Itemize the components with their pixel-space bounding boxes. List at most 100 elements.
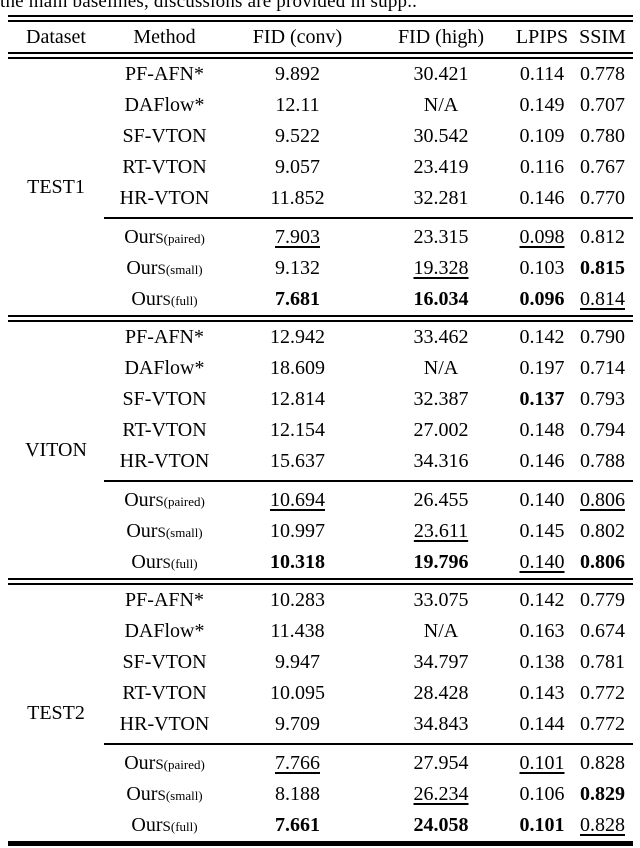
metric-value: 0.140 [519,489,565,511]
metric-value: 23.315 [413,226,469,248]
cell-lpips: 0.116 [512,156,572,179]
cell-method: OurS(full) [131,814,198,836]
metric-value: N/A [423,620,459,642]
cell-method: HR-VTON [119,187,210,209]
cell-fid-conv: 7.766 [225,752,370,775]
cell-fid-conv: 18.609 [225,357,370,380]
cell-fid-high: 23.611 [370,520,512,543]
table-row: OurS(paired) 7.903 23.315 0.098 0.812 [104,222,633,253]
table-row: RT-VTON 12.154 27.002 0.148 0.794 [104,415,633,446]
metric-value: 0.829 [580,783,625,805]
metric-value: 9.892 [275,63,320,85]
cell-ssim: 0.767 [572,156,633,179]
metric-value: 0.772 [580,682,625,704]
cell-method: DAFlow* [124,94,205,116]
cell-fid-high: 28.428 [370,682,512,705]
metric-value: 0.096 [519,288,565,310]
metric-value: 9.057 [275,156,320,178]
table-row: OurS(paired) 7.766 27.954 0.101 0.828 [104,748,633,779]
cell-fid-conv: 7.681 [225,288,370,311]
metric-value: 10.318 [270,551,325,573]
mid-rule [104,217,633,219]
header-row: Dataset Method FID (conv) FID (high) LPI… [8,22,633,52]
metric-value: 10.997 [270,520,325,542]
metric-value: 0.143 [519,682,565,704]
cell-method: OurS(small) [126,783,203,805]
cell-ssim: 0.714 [572,357,633,380]
cell-lpips: 0.142 [512,326,572,349]
cell-method: DAFlow* [124,620,205,642]
table-row: DAFlow* 11.438 N/A 0.163 0.674 [104,616,633,647]
cell-ssim: 0.812 [572,226,633,249]
cell-lpips: 0.140 [512,551,572,574]
table-row: OurS(full) 7.681 16.034 0.096 0.814 [104,284,633,315]
cell-fid-high: 26.455 [370,489,512,512]
cell-method: HR-VTON [119,713,210,735]
cell-lpips: 0.103 [512,257,572,280]
table-row: HR-VTON 9.709 34.843 0.144 0.772 [104,709,633,740]
metric-value: 11.438 [270,620,325,642]
cell-fid-high: 33.462 [370,326,512,349]
cell-lpips: 0.146 [512,450,572,473]
metric-value: N/A [423,357,459,379]
cell-fid-high: 34.797 [370,651,512,674]
cell-lpips: 0.144 [512,713,572,736]
cell-fid-high: N/A [370,620,512,643]
cell-ssim: 0.828 [572,752,633,775]
metric-value: 0.814 [580,288,625,310]
block-body: PF-AFN* 10.283 33.075 0.142 0.779 DAFlow* 11.4… [104,585,633,841]
metric-value: 0.146 [519,187,565,209]
cell-lpips: 0.140 [512,489,572,512]
cell-fid-high: N/A [370,357,512,380]
cell-fid-high: 16.034 [370,288,512,311]
metric-value: 0.116 [519,156,565,178]
metric-value: N/A [423,94,459,116]
cell-lpips: 0.149 [512,94,572,117]
metric-value: 23.419 [413,156,469,178]
metric-value: 0.778 [580,63,625,85]
cell-lpips: 0.146 [512,187,572,210]
metric-value: 26.234 [413,783,469,805]
cell-method: RT-VTON [122,682,207,704]
cell-fid-high: 27.002 [370,419,512,442]
metric-value: 0.788 [580,450,625,472]
results-table: Dataset Method FID (conv) FID (high) LPI… [8,15,633,846]
col-header-fid-high: FID (high) [397,25,485,48]
metric-value: 23.611 [413,520,469,542]
metric-value: 0.197 [519,357,565,379]
cell-fid-high: 19.796 [370,551,512,574]
cell-ssim: 0.674 [572,620,633,643]
metric-value: 28.428 [413,682,469,704]
metric-value: 0.714 [580,357,625,379]
metric-value: 12.154 [270,419,325,441]
table-row: OurS(small) 10.997 23.611 0.145 0.802 [104,516,633,547]
metric-value: 0.140 [519,551,565,573]
cell-method: OurS(paired) [124,489,205,511]
metric-value: 0.674 [580,620,625,642]
metric-value: 0.144 [519,713,565,735]
metric-value: 0.098 [519,226,565,248]
table-row: PF-AFN* 10.283 33.075 0.142 0.779 [104,585,633,616]
cell-fid-conv: 9.947 [225,651,370,674]
cell-lpips: 0.143 [512,682,572,705]
metric-value: 0.806 [580,489,625,511]
cell-method: PF-AFN* [125,63,204,85]
bottom-rule [8,841,633,846]
metric-value: 7.681 [275,288,320,310]
dataset-block: VITON PF-AFN* 12.942 33.462 0.142 0.790 DAFlow… [8,322,633,578]
table-row: HR-VTON 15.637 34.316 0.146 0.788 [104,446,633,477]
dataset-label: TEST2 [27,701,85,724]
cell-fid-conv: 12.154 [225,419,370,442]
cell-fid-conv: 7.903 [225,226,370,249]
metric-value: 15.637 [270,450,325,472]
metric-value: 0.101 [519,752,565,774]
header-rule [8,52,633,59]
table-row: OurS(paired) 10.694 26.455 0.140 0.806 [104,485,633,516]
cell-fid-high: 27.954 [370,752,512,775]
table-row: SF-VTON 12.814 32.387 0.137 0.793 [104,384,633,415]
col-header-lpips: LPIPS [515,25,569,48]
cell-lpips: 0.163 [512,620,572,643]
metric-value: 0.138 [519,651,565,673]
cell-lpips: 0.145 [512,520,572,543]
table-row: HR-VTON 11.852 32.281 0.146 0.770 [104,183,633,214]
